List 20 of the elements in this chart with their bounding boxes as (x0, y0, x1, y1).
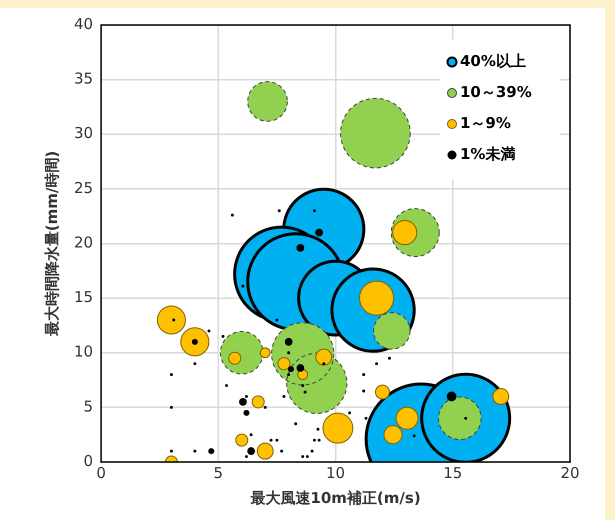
legend-label: 10～39% (460, 82, 532, 101)
y-tick-label: 35 (74, 70, 94, 88)
x-tick-label: 15 (443, 464, 462, 482)
x-tick-label: 0 (96, 464, 106, 482)
x-tick-label: 20 (560, 464, 580, 482)
y-tick-label: 10 (74, 342, 94, 361)
y-tick-label: 0 (84, 452, 94, 470)
y-tick-label: 20 (74, 233, 94, 252)
y-tick-label: 30 (74, 124, 94, 142)
x-axis-title: 最大風速10m補正(m/s) (249, 488, 421, 507)
x-tick-label: 5 (214, 464, 224, 482)
x-tick-label: 10 (326, 464, 346, 482)
legend-label: 1～9% (460, 114, 511, 132)
y-tick-label: 5 (84, 397, 94, 416)
y-tick-label: 25 (74, 178, 94, 197)
y-tick-label: 15 (74, 288, 94, 306)
legend-label: 1%未満 (460, 144, 516, 163)
legend-label: 40%以上 (460, 52, 526, 70)
y-tick-label: 40 (74, 14, 94, 33)
y-axis-title: 最大時間降水量(mm/時間) (42, 150, 61, 338)
